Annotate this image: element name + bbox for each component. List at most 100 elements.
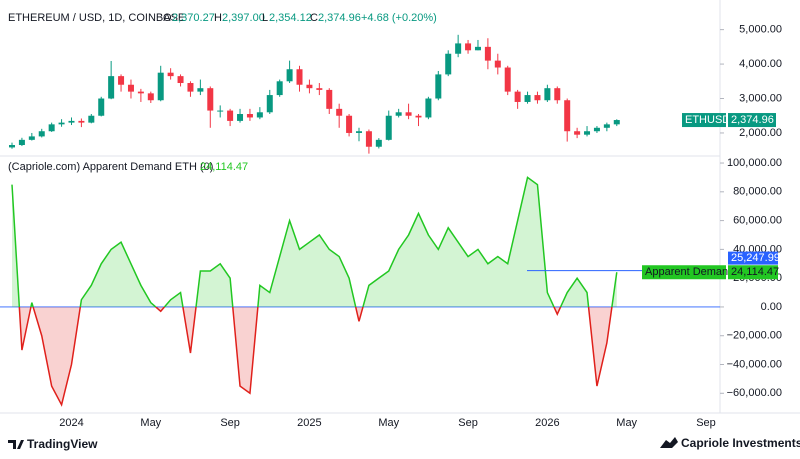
header: ETHEREUM / USD, 1D, COINBASE O 2,370.27 … <box>8 12 437 24</box>
candle-body <box>613 120 620 125</box>
candle-body <box>256 112 263 118</box>
candle-body <box>346 115 353 133</box>
candle-body <box>286 69 293 82</box>
candle-body <box>474 46 481 51</box>
y-tick-label: −20,000.00 <box>727 330 782 342</box>
candle-body <box>544 88 551 101</box>
x-tick-label: 2024 <box>59 417 83 429</box>
y-tick-label: 3,000.00 <box>739 92 782 104</box>
x-tick-label: Sep <box>458 417 478 429</box>
ohlc-key: L <box>262 12 268 24</box>
tag-value: 2,374.96 <box>731 114 774 126</box>
y-tick-label: 100,000.00 <box>727 157 782 169</box>
tag-name: Apparent Demand <box>645 266 734 278</box>
candle-body <box>207 88 214 111</box>
candle-body <box>18 139 25 146</box>
candle-body <box>415 115 422 118</box>
ohlc-key: O <box>163 12 172 24</box>
candle-body <box>108 76 115 99</box>
ohlc-value: 2,370.27 <box>172 12 215 24</box>
candle-body <box>266 95 273 113</box>
series-line-positive <box>11 176 618 307</box>
candle-body <box>435 74 442 99</box>
candle-body <box>68 120 75 123</box>
candle-body <box>554 88 561 101</box>
candle-body <box>445 53 452 75</box>
candle-body <box>9 145 15 148</box>
candle-body <box>177 76 184 84</box>
candle-body <box>356 131 362 133</box>
x-tick-label: Sep <box>696 417 716 429</box>
candle-body <box>58 122 65 125</box>
candle-body <box>603 124 610 128</box>
candle-body <box>187 83 194 92</box>
candle-body <box>465 43 472 51</box>
brand: TradingView <box>27 437 98 451</box>
y-tick-label: 4,000.00 <box>739 58 782 70</box>
x-tick-label: May <box>140 417 161 429</box>
candle-body <box>425 98 432 118</box>
tradingview-logo: TradingView <box>8 437 98 451</box>
candle-body <box>296 69 303 85</box>
candle-body <box>326 89 333 109</box>
y-tick-label: 5,000.00 <box>739 24 782 36</box>
tag-name-box <box>682 113 726 128</box>
candle-body <box>375 139 382 147</box>
y-tick-label: −60,000.00 <box>727 387 782 399</box>
candle-body <box>98 98 105 116</box>
candle-body <box>455 43 462 54</box>
candle-body <box>524 95 531 102</box>
y-tick-label: 2,000.00 <box>739 127 782 139</box>
candle-body <box>584 131 591 135</box>
symbol: ETHEREUM / USD, 1D, COINBASE <box>8 12 185 24</box>
candle-body <box>514 91 521 102</box>
candle-body <box>405 112 412 116</box>
candle-body <box>88 115 95 123</box>
reference-box <box>728 251 778 265</box>
candle-body <box>167 72 174 77</box>
candle-body <box>385 115 392 140</box>
candle-body <box>336 108 343 116</box>
candle-body <box>197 88 204 92</box>
ohlc-value: 2,397.00 <box>222 12 265 24</box>
candle-body <box>494 60 501 68</box>
candle-body <box>395 112 402 116</box>
ohlc-key: H <box>214 12 222 24</box>
x-tick-label: 2026 <box>535 417 559 429</box>
indicator-title: (Capriole.com) Apparent Demand ETH (0) <box>8 161 213 173</box>
candle-body <box>534 95 541 101</box>
candle-body <box>127 84 134 92</box>
credit: Capriole Investments <box>681 436 800 450</box>
change: +4.68 (+0.20%) <box>361 12 437 24</box>
tag-name: ETHUSD <box>685 114 730 126</box>
x-tick-label: Sep <box>220 417 240 429</box>
y-tick-label: 0.00 <box>761 301 782 313</box>
ohlc-value: 2,354.12 <box>269 12 312 24</box>
candle-body <box>38 131 45 137</box>
x-tick-label: 2025 <box>297 417 321 429</box>
ohlc-value: 2,374.96 <box>318 12 361 24</box>
candle-body <box>48 124 55 132</box>
candle-body <box>316 88 323 90</box>
candle-body <box>276 81 283 96</box>
candle-body <box>237 114 244 121</box>
x-tick-label: May <box>378 417 399 429</box>
candle-body <box>365 131 372 147</box>
candle-body <box>118 76 125 85</box>
candle-body <box>484 46 491 61</box>
y-tick-label: 60,000.00 <box>733 215 782 227</box>
candle-body <box>137 91 144 94</box>
candle-body <box>574 131 581 135</box>
y-tick-label: 80,000.00 <box>733 186 782 198</box>
candle-body <box>147 93 154 101</box>
area-fill-positive <box>12 177 617 307</box>
reference-label: 25,247.99 <box>731 252 780 264</box>
candle-body <box>157 72 164 101</box>
x-tick-label: May <box>616 417 637 429</box>
candle-body <box>564 100 571 132</box>
capriole-logo: Capriole Investments <box>660 436 800 450</box>
indicator-value: 24,114.47 <box>200 161 248 173</box>
candle-body <box>504 67 511 92</box>
candle-body <box>217 110 224 112</box>
